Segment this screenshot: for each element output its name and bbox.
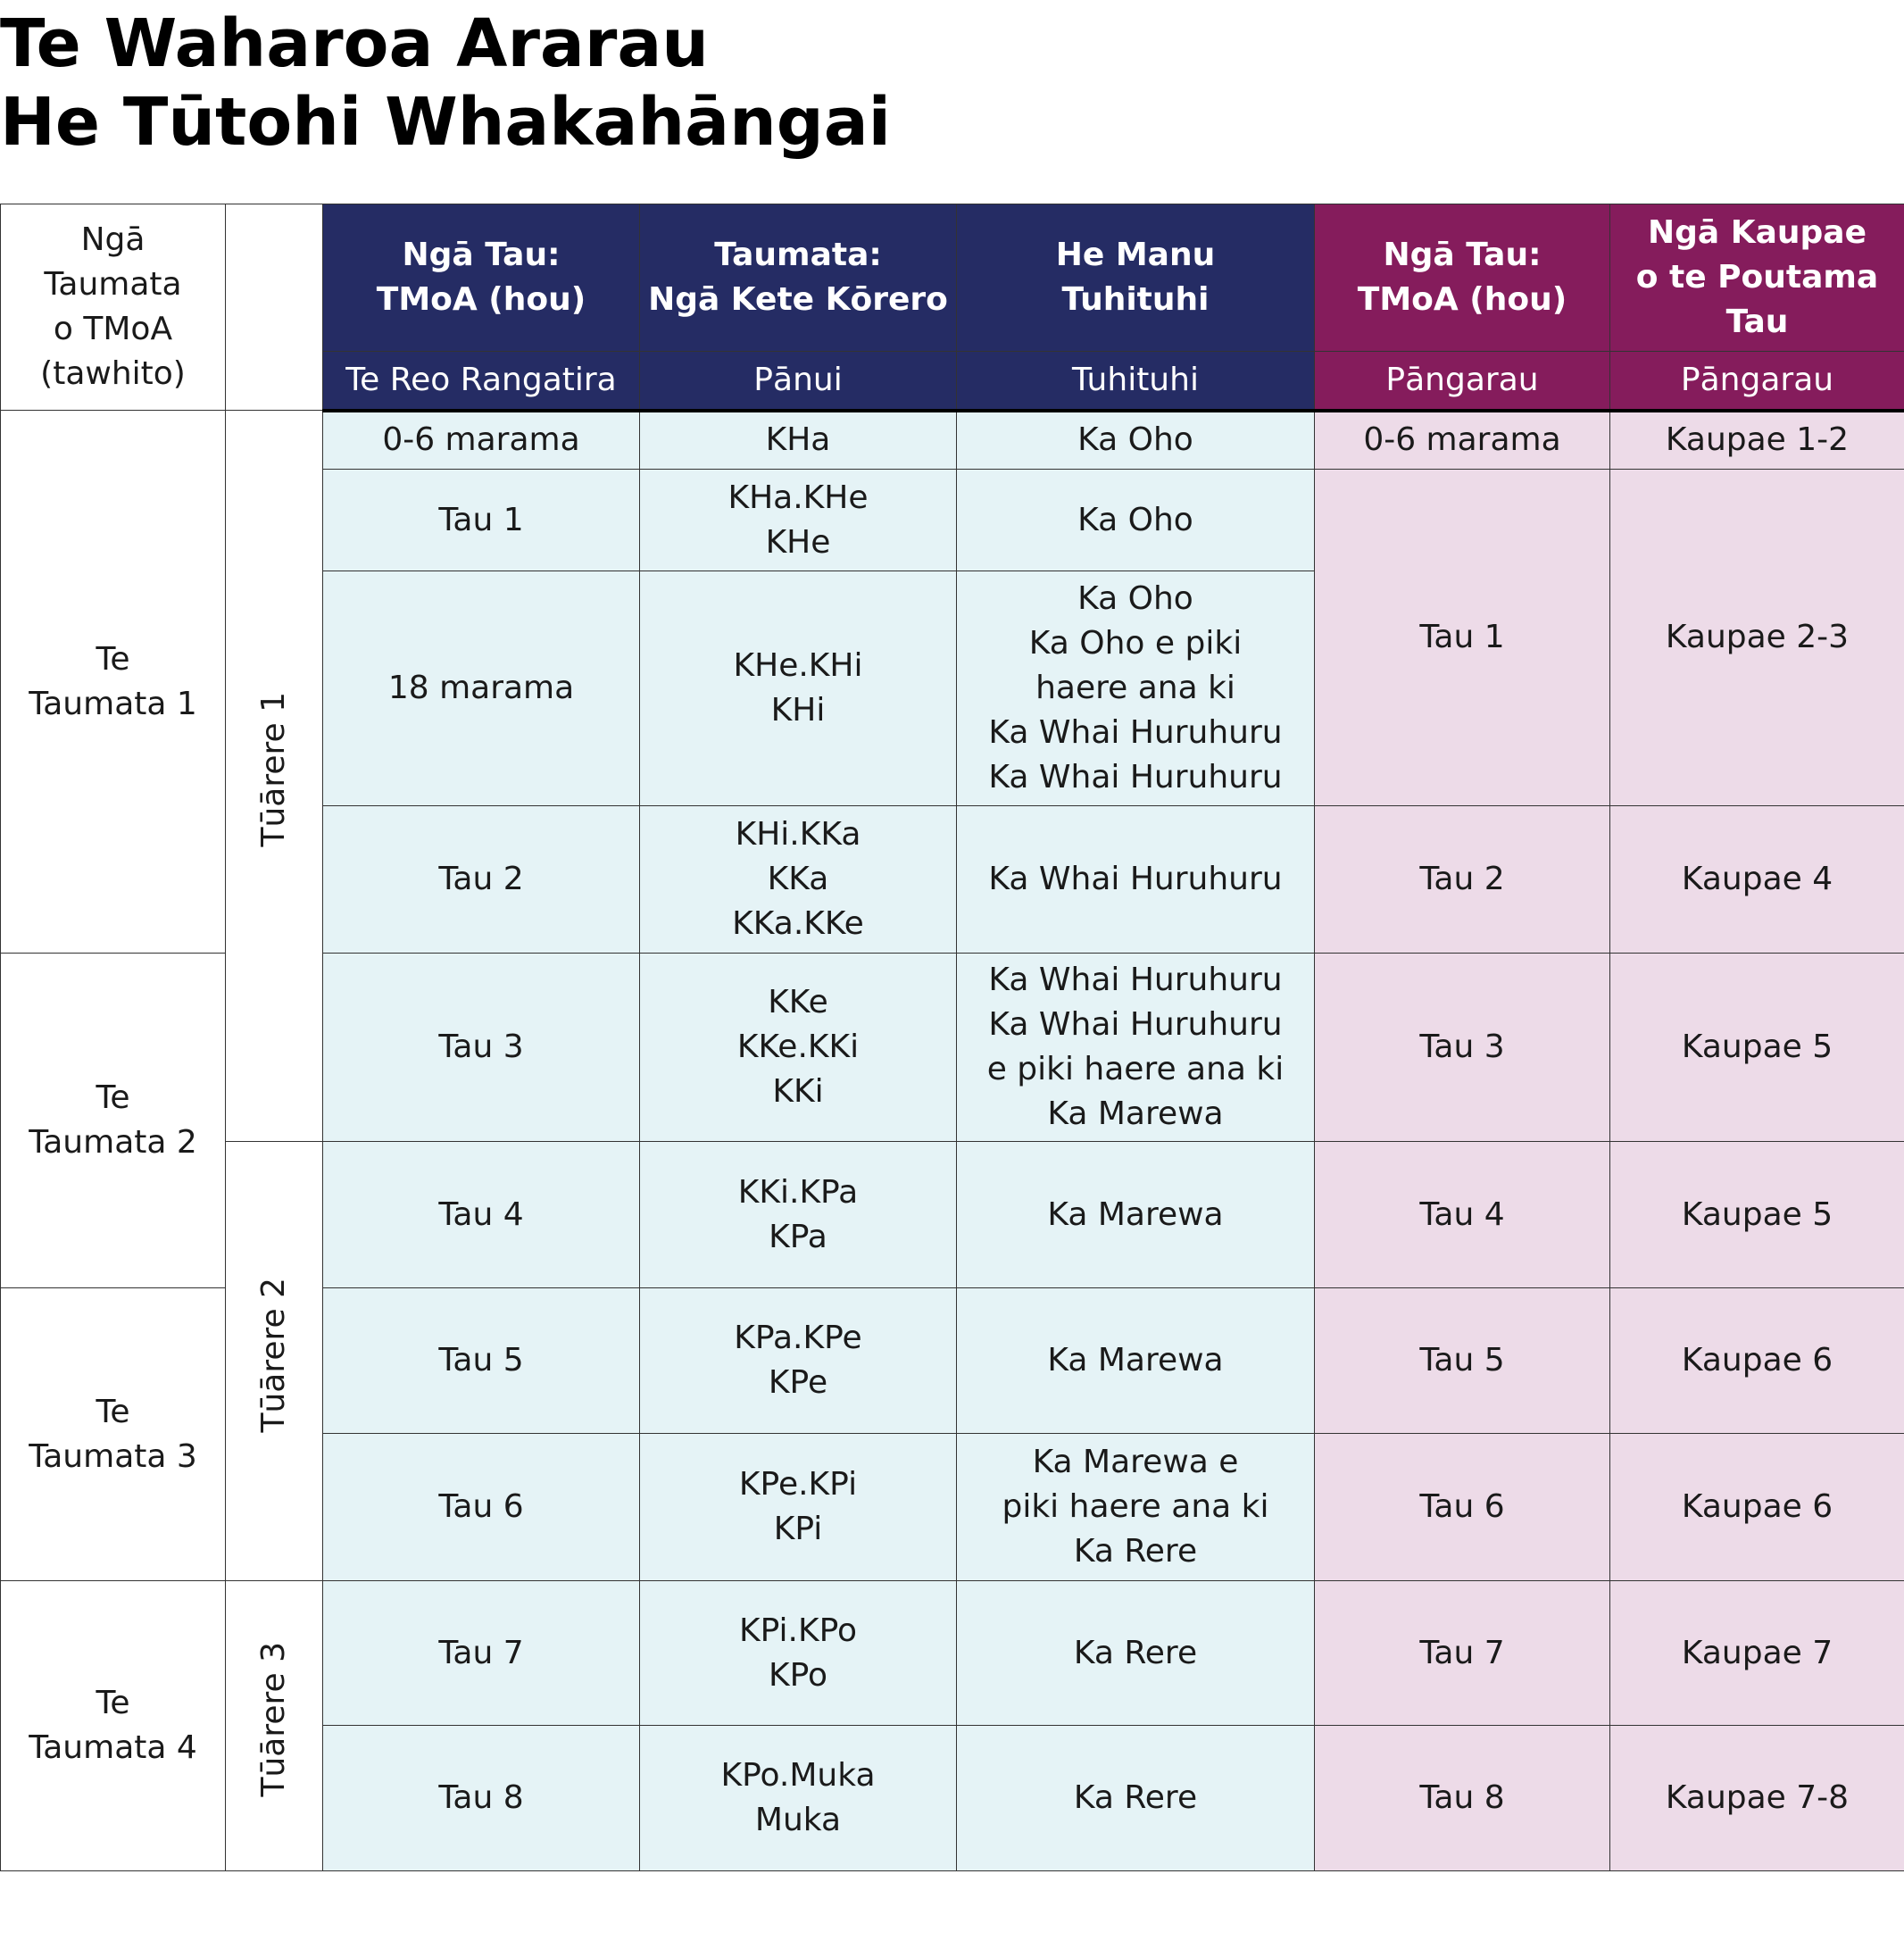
body-cell: Kaupae 2-3 xyxy=(1609,469,1904,806)
body-cell: KPa.KPe KPe xyxy=(639,1287,957,1434)
body-cell: Tau 8 xyxy=(322,1725,640,1871)
body-cell: Kaupae 6 xyxy=(1609,1433,1904,1581)
body-cell: Kaupae 7-8 xyxy=(1609,1725,1904,1871)
taumata-cell: Te Taumata 3 xyxy=(0,1287,226,1581)
header-cell: Ngā Tau: TMoA (hou) xyxy=(1314,204,1610,352)
tuarere-cell: Tūārere 2 xyxy=(225,1141,323,1581)
body-cell: Tau 4 xyxy=(1314,1141,1610,1288)
body-cell: 0-6 marama xyxy=(322,410,640,470)
header-cell: Ngā Kaupae o te Poutama Tau xyxy=(1609,204,1904,352)
body-cell: Ka Marewa xyxy=(956,1287,1315,1434)
taumata-cell: Te Taumata 1 xyxy=(0,410,226,954)
subheader-cell: Te Reo Rangatira xyxy=(322,351,640,412)
body-cell: Ka Whai Huruhuru xyxy=(956,805,1315,954)
body-cell: Kaupae 6 xyxy=(1609,1287,1904,1434)
header-cell xyxy=(225,204,323,411)
tuarere-label: Tūārere 1 xyxy=(255,692,292,847)
body-row: Tau 6 KPe.KPi KPi Ka Marewa e piki haere a… xyxy=(1,1433,1904,1581)
body-cell: KPe.KPi KPi xyxy=(639,1433,957,1581)
body-cell: KHa.KHe KHe xyxy=(639,469,957,571)
title: Te Waharoa Ararau xyxy=(0,5,709,82)
body-cell: Tau 8 xyxy=(1314,1725,1610,1871)
taumata-cell: Te Taumata 2 xyxy=(0,953,226,1288)
body-cell: Ka Oho Ka Oho e piki haere ana ki Ka Wha… xyxy=(956,571,1315,806)
body-cell: Tau 3 xyxy=(322,953,640,1142)
body-cell: Tau 7 xyxy=(322,1580,640,1726)
subheader-cell: Pāngarau xyxy=(1314,351,1610,412)
comparison-table: Ngā Taumata o TMoA (tawhito) Ngā Tau: TMo… xyxy=(0,204,1904,1871)
tuarere-cell: Tūārere 1 xyxy=(225,410,323,1142)
subheader-cell: Tuhituhi xyxy=(956,351,1315,412)
body-cell: Ka Marewa e piki haere ana ki Ka Rere xyxy=(956,1433,1315,1581)
header-cell: Ngā Taumata o TMoA (tawhito) xyxy=(0,204,226,411)
body-cell: Ka Rere xyxy=(956,1725,1315,1871)
body-row: Tau 2 KHi.KKa KKa KKa.KKe Ka Whai Huruhuru… xyxy=(1,805,1904,954)
body-cell: KHi.KKa KKa KKa.KKe xyxy=(639,805,957,954)
body-row: Tau 8 KPo.Muka Muka Ka Rere Tau 8 Kaupae 7-8 xyxy=(1,1725,1904,1871)
body-cell: KHe.KHi KHi xyxy=(639,571,957,806)
body-cell: Ka Whai Huruhuru Ka Whai Huruhuru e piki… xyxy=(956,953,1315,1142)
taumata-cell: Te Taumata 4 xyxy=(0,1580,226,1871)
body-cell: Kaupae 7 xyxy=(1609,1580,1904,1726)
body-cell: Tau 5 xyxy=(1314,1287,1610,1434)
subheader-cell: Pānui xyxy=(639,351,957,412)
header-cell: Ngā Tau: TMoA (hou) xyxy=(322,204,640,352)
table-body: Ngā Taumata o TMoA (tawhito) Ngā Tau: TMo… xyxy=(0,204,1904,1871)
body-cell: Tau 2 xyxy=(1314,805,1610,954)
tuarere-cell: Tūārere 3 xyxy=(225,1580,323,1871)
body-cell: KHa xyxy=(639,410,957,470)
body-cell: Kaupae 5 xyxy=(1609,953,1904,1142)
body-cell: Tau 4 xyxy=(322,1141,640,1288)
body-cell: Ka Oho xyxy=(956,410,1315,470)
body-cell: 0-6 marama xyxy=(1314,410,1610,470)
body-cell: Ka Oho xyxy=(956,469,1315,571)
body-cell: Tau 1 xyxy=(322,469,640,571)
subtitle: He Tūtohi Whakahāngai xyxy=(0,84,892,161)
body-cell: KPo.Muka Muka xyxy=(639,1725,957,1871)
body-row: Te Taumata 4 Tūārere 3 Tau 7 KPi.KPo KPo Ka … xyxy=(0,1580,1904,1871)
tuarere-label: Tūārere 3 xyxy=(255,1642,292,1797)
header-row: Ngā Taumata o TMoA (tawhito) Ngā Tau: TMo… xyxy=(0,204,1904,411)
header-subrow: Te Reo Rangatira Pānui Tuhituhi Pāngarau Pān… xyxy=(1,351,1904,412)
body-row: Te Taumata 2 Tau 3 KKe KKe.KKi KKi Ka Whai … xyxy=(0,953,1904,1288)
body-row: 18 marama KHe.KHi KHi Ka Oho Ka Oho e piki… xyxy=(1,571,1904,806)
body-cell: KPi.KPo KPo xyxy=(639,1580,957,1726)
body-cell: Kaupae 4 xyxy=(1609,805,1904,954)
tuarere-label: Tūārere 2 xyxy=(255,1277,292,1433)
body-cell: Tau 1 xyxy=(1314,469,1610,806)
body-cell: Kaupae 1-2 xyxy=(1609,410,1904,470)
body-cell: KKe KKe.KKi KKi xyxy=(639,953,957,1142)
body-cell: KKi.KPa KPa xyxy=(639,1141,957,1288)
header-cell: He Manu Tuhituhi xyxy=(956,204,1315,352)
body-cell: 18 marama xyxy=(322,571,640,806)
body-cell: Ka Rere xyxy=(956,1580,1315,1726)
subheader-cell: Pāngarau xyxy=(1609,351,1904,412)
body-cell: Tau 2 xyxy=(322,805,640,954)
body-row: Tau 1 KHa.KHe KHe Ka Oho Tau 1 Kaupae 2-3 xyxy=(1,469,1904,806)
body-cell: Kaupae 5 xyxy=(1609,1141,1904,1288)
body-row: Te Taumata 1 Tūārere 1 0-6 marama KHa Ka Oho… xyxy=(0,410,1904,1142)
body-cell: Tau 3 xyxy=(1314,953,1610,1142)
body-cell: Tau 6 xyxy=(1314,1433,1610,1581)
body-row: Te Taumata 3 Tau 5 KPa.KPe KPe Ka Marewa Tau… xyxy=(0,1287,1904,1581)
body-cell: Tau 7 xyxy=(1314,1580,1610,1726)
body-cell: Tau 6 xyxy=(322,1433,640,1581)
body-cell: Ka Marewa xyxy=(956,1141,1315,1288)
body-cell: Tau 5 xyxy=(322,1287,640,1434)
header-cell: Taumata: Ngā Kete Kōrero xyxy=(639,204,957,352)
